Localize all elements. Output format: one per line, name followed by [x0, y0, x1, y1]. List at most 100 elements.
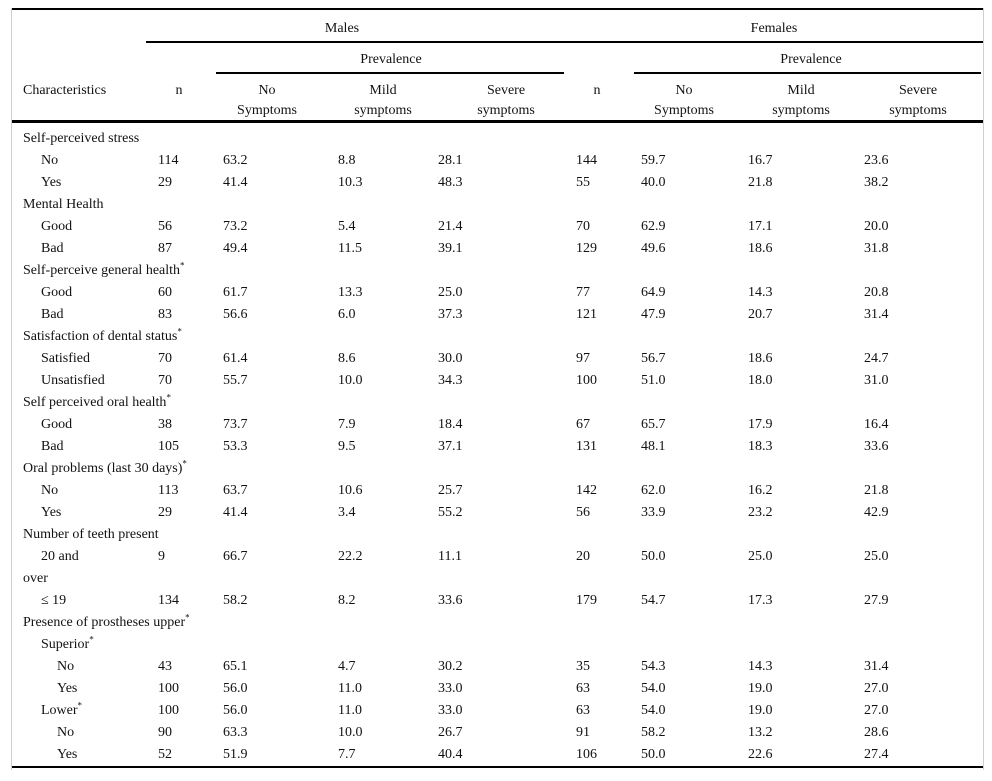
cell-value: 39.1	[438, 241, 463, 256]
cell-value: 23.6	[864, 153, 889, 168]
cell-value: 56.7	[641, 351, 666, 366]
row-label: Superior*	[41, 634, 94, 652]
cell-value: 21.8	[864, 483, 889, 498]
cell-value: 19.0	[748, 681, 773, 696]
cell-value: 14.3	[748, 659, 773, 674]
cell-value: 73.7	[223, 417, 248, 432]
cell-value: 113	[158, 483, 179, 498]
cell-value: 30.0	[438, 351, 463, 366]
row-label: Yes	[57, 747, 78, 762]
cell-value: 41.4	[223, 175, 248, 190]
cell-value: 30.2	[438, 659, 463, 674]
cell-value: 142	[576, 483, 597, 498]
no-symptoms-header-females-line2: Symptoms	[654, 103, 714, 118]
mild-symptoms-header-females-line1: Mild	[787, 83, 815, 98]
cell-value: 14.3	[748, 285, 773, 300]
cell-value: 54.0	[641, 681, 666, 696]
row-label: Lower*	[41, 700, 83, 718]
cell-value: 37.3	[438, 307, 463, 322]
row-label: Good	[41, 219, 73, 234]
cell-value: 41.4	[223, 505, 248, 520]
row-label: Bad	[41, 241, 64, 256]
cell-value: 114	[158, 153, 179, 168]
n-header-females: n	[593, 83, 601, 98]
cell-value: 55	[576, 175, 590, 190]
cell-value: 26.7	[438, 725, 463, 740]
cell-value: 19.0	[748, 703, 773, 718]
row-label: Yes	[41, 175, 62, 190]
cell-value: 7.9	[338, 417, 356, 432]
severe-symptoms-header-males-line1: Severe	[486, 83, 526, 98]
cell-value: 34.3	[438, 373, 463, 388]
cell-value: 31.4	[864, 659, 889, 674]
table-row: Bad 87 49.4 11.5 39.1 129 49.6 18.6 31.8	[12, 238, 983, 260]
cell-value: 55.7	[223, 373, 248, 388]
cell-value: 70	[158, 373, 172, 388]
cell-value: 17.1	[748, 219, 773, 234]
cell-value: 54.3	[641, 659, 666, 674]
mild-symptoms-header-females-line2: symptoms	[772, 103, 830, 118]
characteristics-header: Characteristics	[23, 83, 107, 98]
cell-value: 33.0	[438, 703, 463, 718]
cell-value: 38	[158, 417, 172, 432]
cell-value: 25.0	[864, 549, 889, 564]
row-label: Unsatisfied	[41, 373, 105, 388]
cell-value: 11.0	[338, 703, 362, 718]
prevalence-header-males: Prevalence	[360, 52, 422, 67]
table-row: Yes 52 51.9 7.7 40.4 106 50.0 22.6 27.4	[12, 744, 983, 766]
table-section-row: Superior*	[12, 634, 983, 656]
cell-value: 31.4	[864, 307, 889, 322]
cell-value: 100	[576, 373, 597, 388]
cell-value: 17.3	[748, 593, 773, 608]
cell-value: 62.9	[641, 219, 666, 234]
cell-value: 28.1	[438, 153, 463, 168]
table-row: Satisfied 70 61.4 8.6 30.0 97 56.7 18.6 24.7	[12, 348, 983, 370]
cell-value: 90	[158, 725, 172, 740]
cell-value: 48.3	[438, 175, 463, 190]
table-row: Yes 29 41.4 10.3 48.3 55 40.0 21.8 38.2	[12, 172, 983, 194]
cell-value: 50.0	[641, 549, 666, 564]
cell-value: 38.2	[864, 175, 889, 190]
row-label: Bad	[41, 307, 64, 322]
cell-value: 56.0	[223, 681, 248, 696]
mild-symptoms-header-males-line1: Mild	[369, 83, 397, 98]
asterisk-superscript: *	[89, 634, 94, 645]
cell-value: 33.0	[438, 681, 463, 696]
table-section-row: Self-perceive general health*	[12, 260, 983, 282]
row-label: Mental Health	[23, 197, 104, 212]
cell-value: 6.0	[338, 307, 356, 322]
asterisk-superscript: *	[182, 458, 187, 469]
cell-value: 49.4	[223, 241, 248, 256]
cell-value: 11.5	[338, 241, 362, 256]
row-label: Self-perceived stress	[23, 131, 140, 146]
cell-value: 58.2	[223, 593, 248, 608]
table-row: No 90 63.3 10.0 26.7 91 58.2 13.2 28.6	[12, 722, 983, 744]
row-label: Bad	[41, 439, 64, 454]
row-label: Good	[41, 417, 73, 432]
mild-symptoms-header-males-line2: symptoms	[354, 103, 412, 118]
cell-value: 11.1	[438, 549, 462, 564]
cell-value: 33.9	[641, 505, 666, 520]
cell-value: 21.8	[748, 175, 773, 190]
cell-value: 28.6	[864, 725, 889, 740]
cell-value: 179	[576, 593, 597, 608]
cell-value: 40.0	[641, 175, 666, 190]
cell-value: 3.4	[338, 505, 356, 520]
row-label: Number of teeth present	[23, 527, 159, 542]
cell-value: 25.7	[438, 483, 463, 498]
table-section-row: Number of teeth present	[12, 524, 983, 546]
cell-value: 9.5	[338, 439, 356, 454]
table-row: Lower* 100 56.0 11.0 33.0 63 54.0 19.0 27.0	[12, 700, 983, 722]
row-label: No	[57, 725, 75, 740]
cell-value: 83	[158, 307, 172, 322]
asterisk-superscript: *	[177, 326, 182, 337]
cell-value: 65.7	[641, 417, 666, 432]
cell-value: 134	[158, 593, 179, 608]
cell-value: 8.2	[338, 593, 356, 608]
cell-value: 27.0	[864, 681, 889, 696]
cell-value: 87	[158, 241, 172, 256]
cell-value: 42.9	[864, 505, 889, 520]
table-section-row: Presence of prostheses upper*	[12, 612, 983, 634]
group-underline	[146, 41, 983, 43]
cell-value: 100	[158, 703, 179, 718]
